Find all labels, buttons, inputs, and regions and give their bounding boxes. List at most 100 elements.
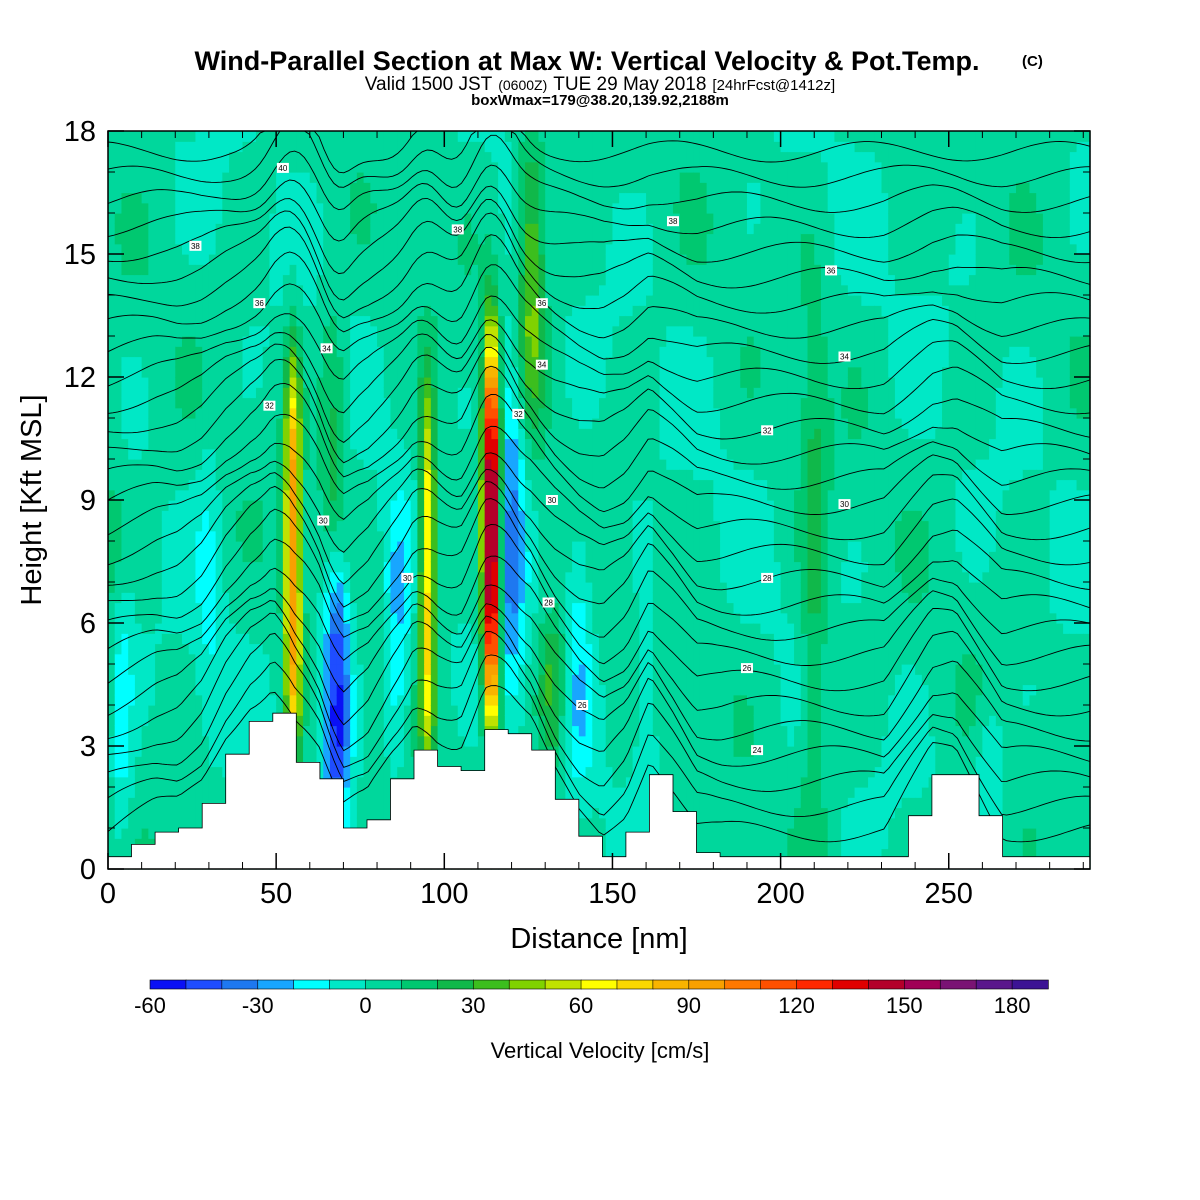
field-cell <box>215 172 223 183</box>
field-cell <box>141 448 149 460</box>
field-cell <box>350 407 358 419</box>
field-cell <box>208 715 217 727</box>
field-cell <box>175 725 183 737</box>
field-cell <box>511 356 519 368</box>
field-cell <box>155 418 163 429</box>
field-cell <box>484 151 492 163</box>
field-cell <box>188 202 197 214</box>
field-cell <box>296 469 304 481</box>
field-cell <box>363 469 371 481</box>
field-cell <box>504 653 513 665</box>
field-cell <box>377 305 385 317</box>
field-cell <box>128 243 136 255</box>
field-cell <box>303 746 311 757</box>
field-cell <box>175 356 183 368</box>
field-cell <box>457 192 466 204</box>
field-cell <box>108 325 116 337</box>
field-cell <box>383 223 392 235</box>
field-cell <box>477 746 486 757</box>
field-cell <box>188 746 197 757</box>
field-cell <box>181 213 190 224</box>
field-cell <box>565 469 573 481</box>
field-cell <box>168 243 176 255</box>
field-cell <box>572 715 580 727</box>
field-cell <box>558 705 566 716</box>
field-cell <box>181 623 190 634</box>
field-cell <box>282 448 291 460</box>
field-cell <box>444 295 452 306</box>
field-cell <box>491 592 499 604</box>
field-cell <box>141 233 149 245</box>
field-cell <box>155 274 163 286</box>
field-cell <box>148 653 156 665</box>
field-cell <box>377 336 385 347</box>
field-cell <box>155 448 163 460</box>
field-cell <box>168 551 176 563</box>
field-cell <box>336 397 345 409</box>
field-cell <box>397 387 405 399</box>
field-cell <box>168 192 176 204</box>
field-cell <box>336 582 345 593</box>
field-cell <box>303 274 311 286</box>
field-cell <box>424 428 432 440</box>
field-cell <box>430 643 439 655</box>
field-cell <box>538 571 546 583</box>
field-cell <box>565 346 573 358</box>
field-cell <box>343 356 351 368</box>
field-cell <box>511 346 519 358</box>
field-cell <box>504 602 513 614</box>
field-cell <box>121 807 129 819</box>
field-cell <box>370 674 378 686</box>
field-cell <box>161 561 170 573</box>
field-cell <box>289 397 297 409</box>
field-cell <box>316 756 324 768</box>
field-cell <box>545 305 553 317</box>
field-cell <box>451 151 459 163</box>
field-cell <box>309 295 318 306</box>
field-cell <box>296 551 304 563</box>
field-cell <box>350 418 358 429</box>
field-cell <box>343 787 351 798</box>
field-cell <box>350 653 358 665</box>
field-cell <box>262 664 271 675</box>
field-cell <box>282 274 291 286</box>
field-cell <box>538 366 546 378</box>
field-cell <box>161 397 170 409</box>
field-cell <box>108 295 116 306</box>
field-cell <box>134 131 143 142</box>
field-cell <box>188 674 197 686</box>
field-cell <box>424 141 432 153</box>
field-cell <box>229 653 237 665</box>
field-cell <box>181 705 190 716</box>
field-cell <box>108 274 116 286</box>
field-cell <box>289 664 297 675</box>
field-cell <box>168 674 176 686</box>
field-cell <box>296 459 304 470</box>
field-cell <box>403 705 412 716</box>
field-cell <box>175 284 183 296</box>
field-cell <box>114 325 123 337</box>
field-cell <box>390 684 398 696</box>
field-cell <box>457 284 466 296</box>
field-cell <box>403 438 412 450</box>
field-cell <box>518 602 526 614</box>
field-cell <box>551 315 560 327</box>
field-cell <box>383 213 392 224</box>
field-cell <box>309 561 318 573</box>
field-cell <box>424 705 432 716</box>
field-cell <box>363 776 371 788</box>
field-cell <box>417 428 425 440</box>
field-cell <box>356 735 365 747</box>
field-cell <box>511 561 519 573</box>
field-cell <box>424 582 432 593</box>
field-cell <box>202 407 210 419</box>
field-cell <box>343 582 351 593</box>
field-cell <box>161 787 170 798</box>
field-cell <box>108 653 116 665</box>
field-cell <box>531 192 540 204</box>
field-cell <box>551 705 560 716</box>
field-cell <box>141 407 149 419</box>
field-cell <box>114 305 123 317</box>
field-cell <box>538 623 546 634</box>
field-cell <box>222 582 230 593</box>
